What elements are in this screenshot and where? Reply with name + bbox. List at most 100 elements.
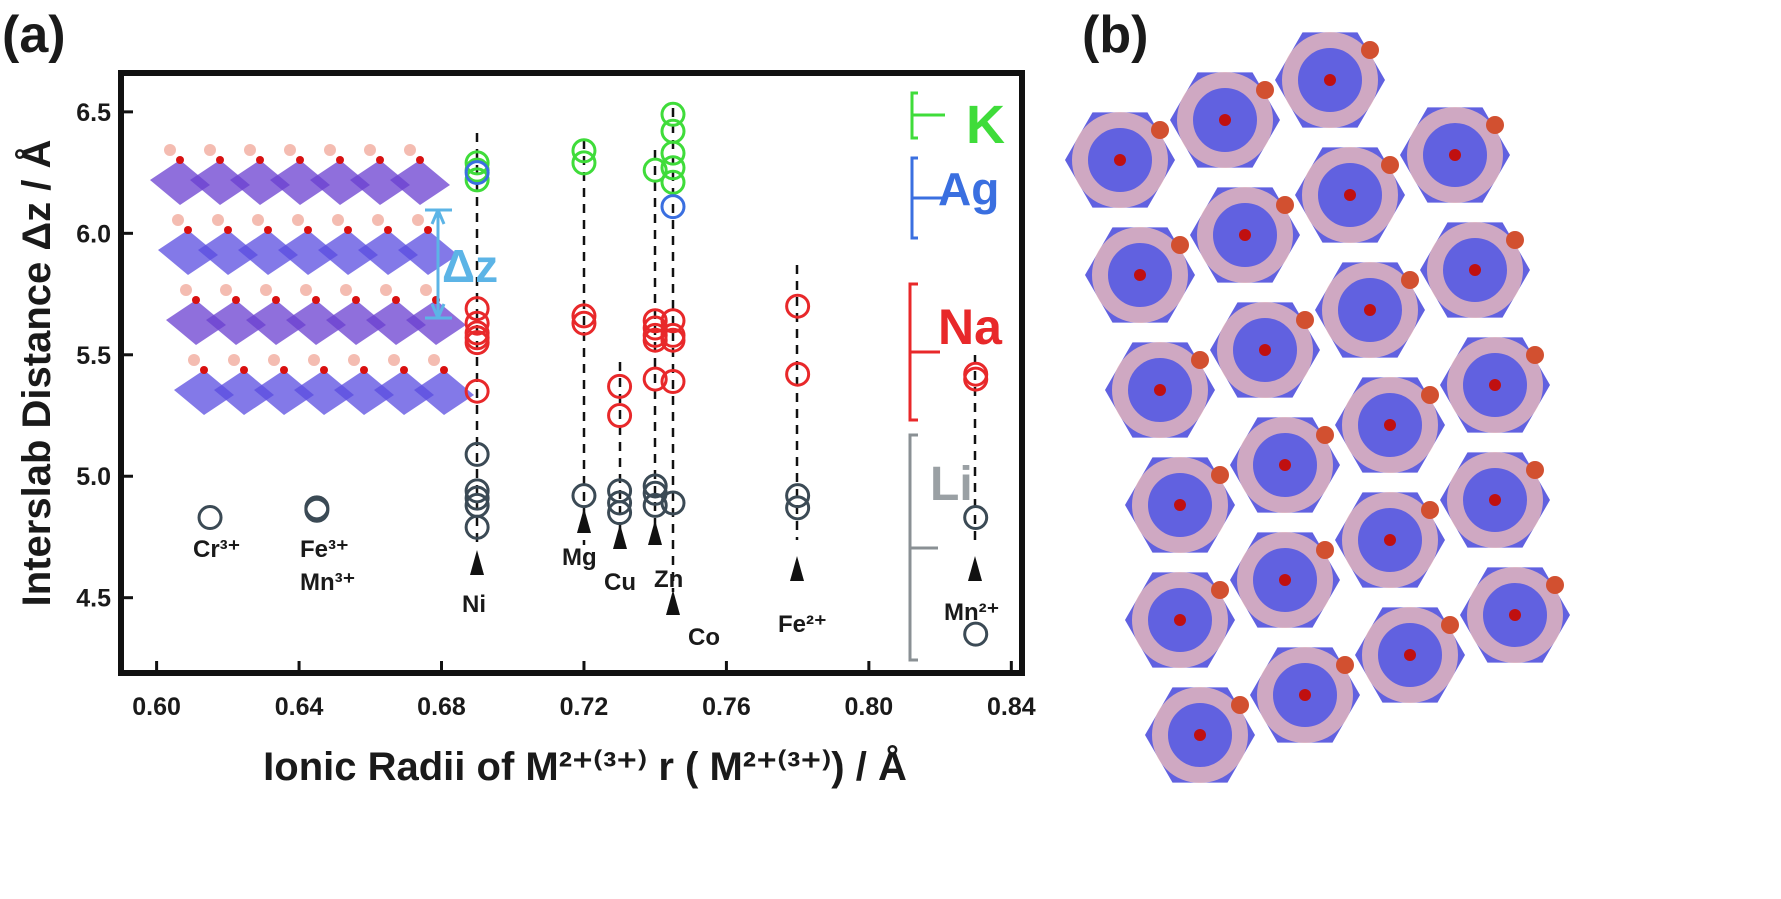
atom (1194, 729, 1206, 741)
bracket (908, 282, 940, 422)
ring (1132, 457, 1228, 553)
atom (312, 296, 320, 304)
data-point (642, 492, 668, 518)
atom (320, 366, 328, 374)
data-point (785, 361, 811, 387)
atom (1279, 459, 1291, 471)
data-point (660, 155, 686, 181)
data-point (571, 138, 597, 164)
ring (1092, 227, 1188, 323)
data-point (607, 403, 633, 429)
data-point (642, 366, 668, 392)
atom (284, 144, 296, 156)
data-point (571, 483, 597, 509)
ring (1362, 607, 1458, 703)
atom (1364, 304, 1376, 316)
x-tick-label: 0.72 (560, 693, 609, 721)
data-point (963, 621, 989, 647)
arrow (577, 508, 591, 533)
data-point (660, 194, 686, 220)
data-point (785, 293, 811, 319)
atom (364, 144, 376, 156)
data-point (464, 296, 490, 322)
legend-label: Na (938, 299, 1003, 355)
data-point (464, 478, 490, 504)
x-tick-label: 0.60 (132, 693, 181, 721)
data-point (642, 327, 668, 353)
atom (1526, 461, 1544, 479)
atom (192, 296, 200, 304)
atom (1449, 149, 1461, 161)
annotation: Zn (654, 566, 683, 593)
atom (200, 366, 208, 374)
data-point (963, 366, 989, 392)
atom (340, 284, 352, 296)
atom (1296, 311, 1314, 329)
atom (256, 156, 264, 164)
data-point (660, 140, 686, 166)
atom (1509, 609, 1521, 621)
octahedron (214, 370, 274, 415)
data-point (197, 505, 223, 531)
legend-label: Li (930, 458, 973, 511)
octahedron (246, 300, 306, 345)
atom (1421, 501, 1439, 519)
data-point (464, 485, 490, 511)
ring (1302, 147, 1398, 243)
atom (1276, 196, 1294, 214)
atom (384, 226, 392, 234)
x-tick-label: 0.80 (845, 693, 894, 721)
atom (212, 214, 224, 226)
data-point (607, 500, 633, 526)
atom (1259, 344, 1271, 356)
atom (404, 144, 416, 156)
arrow (968, 556, 982, 581)
y-tick-label: 6.5 (76, 99, 111, 127)
brackets (908, 91, 945, 662)
atom (1469, 264, 1481, 276)
x-tick-label: 0.64 (275, 693, 324, 721)
atom (1231, 696, 1249, 714)
arrow (790, 556, 804, 581)
atom (424, 226, 432, 234)
atom (308, 354, 320, 366)
atom (1384, 534, 1396, 546)
atom (1344, 189, 1356, 201)
atom (180, 284, 192, 296)
x-tick-label: 0.76 (702, 693, 751, 721)
data-point (785, 495, 811, 521)
atom (292, 214, 304, 226)
data-point (464, 150, 490, 176)
annotation: Cu (604, 569, 636, 596)
atom (240, 366, 248, 374)
atom (224, 226, 232, 234)
ring (1322, 262, 1418, 358)
octahedron (254, 370, 314, 415)
atom (372, 214, 384, 226)
atom (1174, 499, 1186, 511)
atom (1336, 656, 1354, 674)
y-tick-label: 5.5 (76, 342, 111, 370)
data-point (785, 483, 811, 509)
atom (1299, 689, 1311, 701)
data-point (660, 369, 686, 395)
atom (1404, 649, 1416, 661)
annotation: Cr³⁺ (193, 536, 240, 563)
atom (376, 156, 384, 164)
atom (176, 156, 184, 164)
data-point (464, 167, 490, 193)
data-point (571, 303, 597, 329)
ring (1282, 32, 1378, 128)
atom (1384, 419, 1396, 431)
octahedron (414, 370, 474, 415)
octahedron (190, 160, 250, 205)
atom (260, 284, 272, 296)
atom (380, 284, 392, 296)
atom (228, 354, 240, 366)
atom (392, 296, 400, 304)
ring (1237, 417, 1333, 513)
x-tick-label: 0.84 (987, 693, 1036, 721)
octahedron (358, 230, 418, 275)
legend-label: Ag (938, 163, 999, 215)
octahedron (150, 160, 210, 205)
